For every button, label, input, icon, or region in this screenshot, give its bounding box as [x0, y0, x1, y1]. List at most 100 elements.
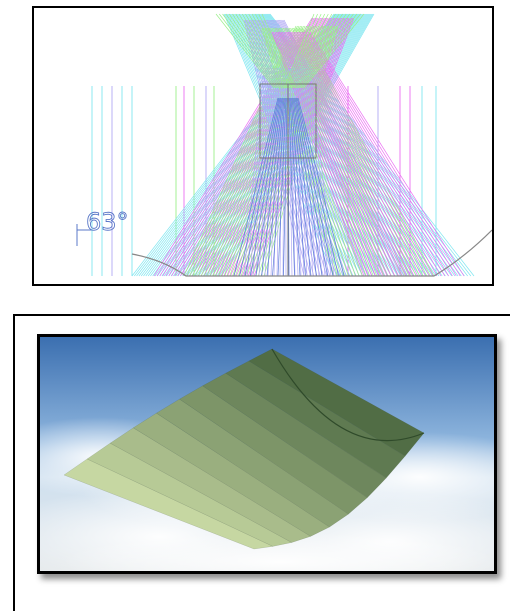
ray-line — [250, 97, 282, 277]
ray-line — [290, 97, 306, 277]
ray-line — [295, 97, 334, 277]
ray-line — [219, 13, 276, 89]
ray-line — [301, 27, 435, 277]
ray-line — [297, 67, 311, 277]
ray-line — [309, 67, 335, 277]
ray-line — [251, 13, 292, 89]
ray-line — [255, 13, 294, 89]
ray-line — [279, 67, 283, 277]
ray-line — [264, 19, 363, 277]
ray-trace-diagram: 63° — [76, 13, 492, 277]
ray-line — [293, 31, 423, 277]
ray-line — [296, 13, 347, 89]
ray-line — [303, 31, 449, 277]
ray-line — [296, 31, 430, 277]
trough-surface — [63, 348, 425, 550]
ray-line — [308, 67, 332, 277]
ray-line — [292, 31, 419, 277]
ray-line — [298, 67, 314, 277]
ray-line — [264, 67, 276, 277]
ray-line — [295, 31, 426, 277]
ray-line — [302, 31, 446, 277]
ray-line — [252, 67, 269, 277]
ray-line — [232, 13, 283, 89]
ray-line — [233, 97, 279, 277]
ray-line — [286, 13, 322, 89]
ray-line — [143, 13, 340, 277]
ray-line — [203, 17, 334, 277]
ray-line — [248, 13, 291, 89]
ray-line — [291, 97, 312, 277]
ray-line — [261, 13, 297, 89]
ray-trace-panel: 63° — [32, 6, 494, 286]
ray-line — [268, 27, 353, 277]
ray-line — [289, 67, 296, 277]
trough-mirror-profile — [131, 229, 492, 277]
ray-line — [261, 97, 284, 277]
ray-line — [299, 31, 438, 277]
ray-line — [267, 67, 277, 277]
ray-line — [293, 13, 340, 89]
ray-line — [305, 67, 326, 277]
ray-line — [228, 13, 281, 89]
ray-line — [298, 31, 434, 277]
trough-lip — [271, 348, 425, 442]
ray-line — [294, 97, 328, 277]
ray-line — [289, 31, 411, 277]
ray-line — [200, 17, 333, 277]
ray-line — [297, 97, 345, 277]
ray-line — [295, 13, 343, 89]
ray-line — [287, 13, 326, 89]
ray-line — [290, 31, 415, 277]
angle-marker: 63° — [76, 208, 129, 246]
ray-line — [246, 67, 266, 277]
ray-line — [288, 97, 295, 277]
ray-line — [215, 13, 275, 89]
ray-line — [289, 97, 301, 277]
ray-line — [289, 13, 329, 89]
ray-line — [276, 31, 376, 277]
ray-line — [283, 97, 288, 277]
ray-line — [300, 13, 358, 89]
ray-line — [293, 97, 323, 277]
ray-line — [281, 31, 392, 277]
ray-line — [246, 19, 311, 277]
ray-line — [222, 13, 278, 89]
ray-line — [303, 13, 365, 89]
ray-line — [300, 31, 442, 277]
ray-line — [235, 13, 284, 89]
ray-line — [290, 13, 333, 89]
ray-line — [292, 13, 336, 89]
ray-line — [283, 31, 396, 277]
ray-line — [302, 13, 361, 89]
ray-line — [266, 97, 285, 277]
trough-render — [40, 337, 494, 571]
ray-line — [255, 67, 271, 277]
ray-line — [306, 31, 457, 277]
angle-label: 63° — [86, 208, 129, 236]
ray-line — [287, 31, 407, 277]
ray-line — [244, 97, 281, 277]
ray-line — [283, 13, 315, 89]
ray-line — [258, 13, 295, 89]
ray-line — [239, 97, 280, 277]
ray-line — [274, 31, 373, 277]
ray-line — [309, 31, 465, 277]
reflected-ray-fans — [131, 13, 475, 277]
ray-line — [255, 97, 283, 277]
ray-line — [296, 97, 339, 277]
ray-line — [305, 31, 453, 277]
ray-line — [277, 97, 287, 277]
ray-line — [261, 67, 274, 277]
ray-line — [297, 13, 351, 89]
ray-line — [285, 13, 318, 89]
receiver-box — [259, 83, 317, 276]
ray-line — [249, 19, 321, 277]
ray-line — [248, 19, 318, 277]
ray-line — [249, 67, 268, 277]
ray-line — [238, 13, 286, 89]
ray-line — [245, 13, 289, 89]
ray-line — [272, 97, 286, 277]
ray-line — [241, 13, 287, 89]
ray-line — [308, 31, 461, 277]
